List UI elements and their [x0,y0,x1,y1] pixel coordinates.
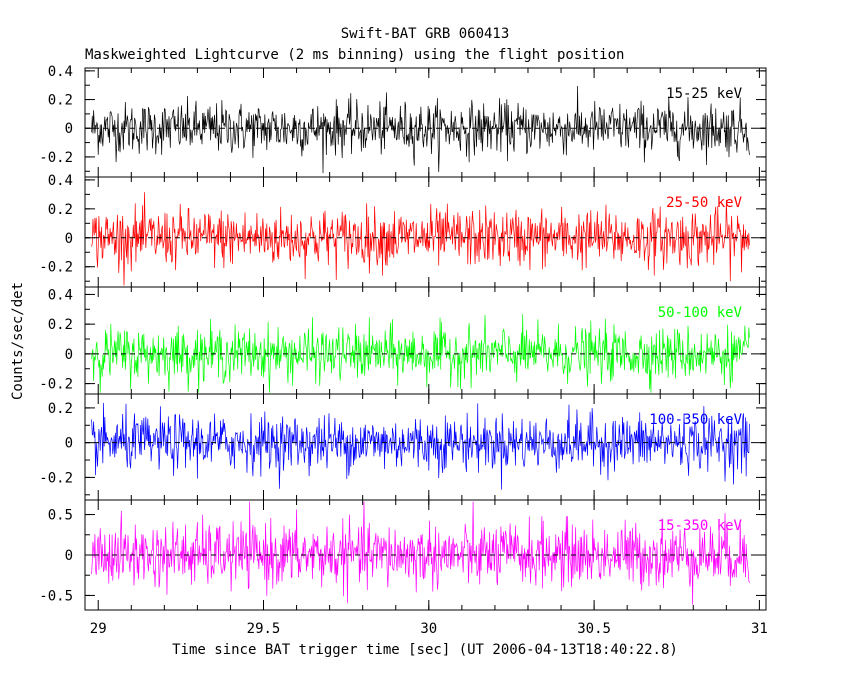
panel-1: -0.2 0 0.2 0.4 15-25 keV [39,64,767,178]
y-tick-label: -0.2 [39,150,73,166]
chart-title: Swift-BAT GRB 060413 [341,26,510,42]
panel-3: -0.2 0 0.2 0.4 50-100 keV [39,286,767,395]
panel-frame [84,176,767,288]
panel-2: -0.2 0 0.2 0.4 25-50 keV [39,173,767,288]
panel-4: -0.2 0 0.2 100-350 keV [39,393,767,501]
y-tick-label: 0.2 [48,202,73,218]
y-tick-label: -0.2 [39,260,73,276]
y-tick-label: 0 [65,436,73,452]
panel-label: 25-50 keV [666,195,742,211]
series-line [91,314,750,393]
x-tick-label: 29 [90,621,107,637]
y-tick-label: -0.2 [39,470,73,486]
y-tick-label: 0 [65,231,73,247]
y-tick-label: 0.5 [48,508,73,524]
x-tick-label: 30.5 [577,621,611,637]
panels-group: -0.2 0 0.2 0.4 15-25 keV -0.2 0 0.2 0.4 25-50 keV… [39,64,767,611]
y-tick-label: 0 [65,347,73,363]
chart-subtitle: Maskweighted Lightcurve (2 ms binning) u… [85,47,624,63]
panel-frame [84,286,767,395]
y-axis-label: Counts/sec/det [10,282,26,400]
panel-label: 100-350 keV [649,412,742,428]
x-tick-label: 29.5 [247,621,281,637]
y-tick-label: 0.2 [48,317,73,333]
series-line [91,192,750,286]
y-tick-label: -0.5 [39,588,73,604]
y-tick-label: 0 [65,121,73,137]
x-axis-ticks: 29 29.5 30 30.5 31 [90,621,768,637]
y-tick-label: 0.2 [48,401,73,417]
y-tick-label: 0.4 [48,173,73,189]
series-line [91,501,750,605]
y-tick-label: 0.4 [48,64,73,80]
y-tick-label: 0.4 [48,287,73,303]
x-tick-label: 30 [420,621,437,637]
x-axis-label: Time since BAT trigger time [sec] (UT 20… [172,642,678,658]
panel-label: 50-100 keV [658,305,743,321]
panel-5: -0.5 0 0.5 15-350 keV [39,499,767,611]
panel-label: 15-350 keV [658,518,743,534]
panel-label: 15-25 keV [666,86,742,102]
series-line [91,85,750,174]
x-tick-label: 31 [751,621,768,637]
y-tick-label: 0.2 [48,93,73,109]
y-tick-label: 0 [65,548,73,564]
series-line [91,402,750,490]
y-tick-label: -0.2 [39,377,73,393]
